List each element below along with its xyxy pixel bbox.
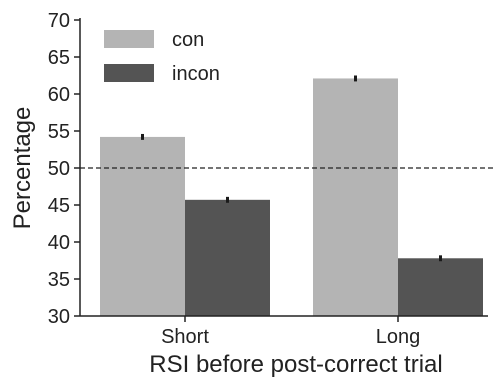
bar-incon-long bbox=[398, 258, 483, 316]
y-tick-label-30: 30 bbox=[48, 306, 70, 328]
y-tick-label-50: 50 bbox=[48, 158, 70, 180]
error-bars-layer bbox=[141, 75, 442, 262]
y-tick-label-35: 35 bbox=[48, 269, 70, 291]
y-axis: 30 35 40 45 50 55 60 65 70 bbox=[48, 10, 81, 328]
x-tick-label-long: Long bbox=[376, 326, 421, 348]
x-axis: Short Long bbox=[80, 315, 488, 348]
legend-swatch-incon bbox=[104, 64, 154, 82]
y-tick-label-65: 65 bbox=[48, 47, 70, 69]
legend-label-incon: incon bbox=[172, 63, 220, 85]
x-axis-title: RSI before post-correct trial bbox=[149, 351, 442, 378]
y-tick-label-55: 55 bbox=[48, 121, 70, 143]
bars-layer bbox=[100, 78, 483, 317]
x-tick-label-short: Short bbox=[161, 326, 209, 348]
bar-incon-short bbox=[185, 199, 270, 316]
y-tick-label-70: 70 bbox=[48, 10, 70, 32]
bar-con-long bbox=[313, 78, 398, 317]
y-tick-label-45: 45 bbox=[48, 195, 70, 217]
y-tick-label-40: 40 bbox=[48, 232, 70, 254]
legend: con incon bbox=[104, 29, 220, 85]
y-axis-title: Percentage bbox=[9, 107, 36, 230]
y-tick-label-60: 60 bbox=[48, 84, 70, 106]
bar-con-short bbox=[100, 136, 185, 316]
legend-swatch-con bbox=[104, 30, 154, 48]
legend-label-con: con bbox=[172, 29, 204, 51]
